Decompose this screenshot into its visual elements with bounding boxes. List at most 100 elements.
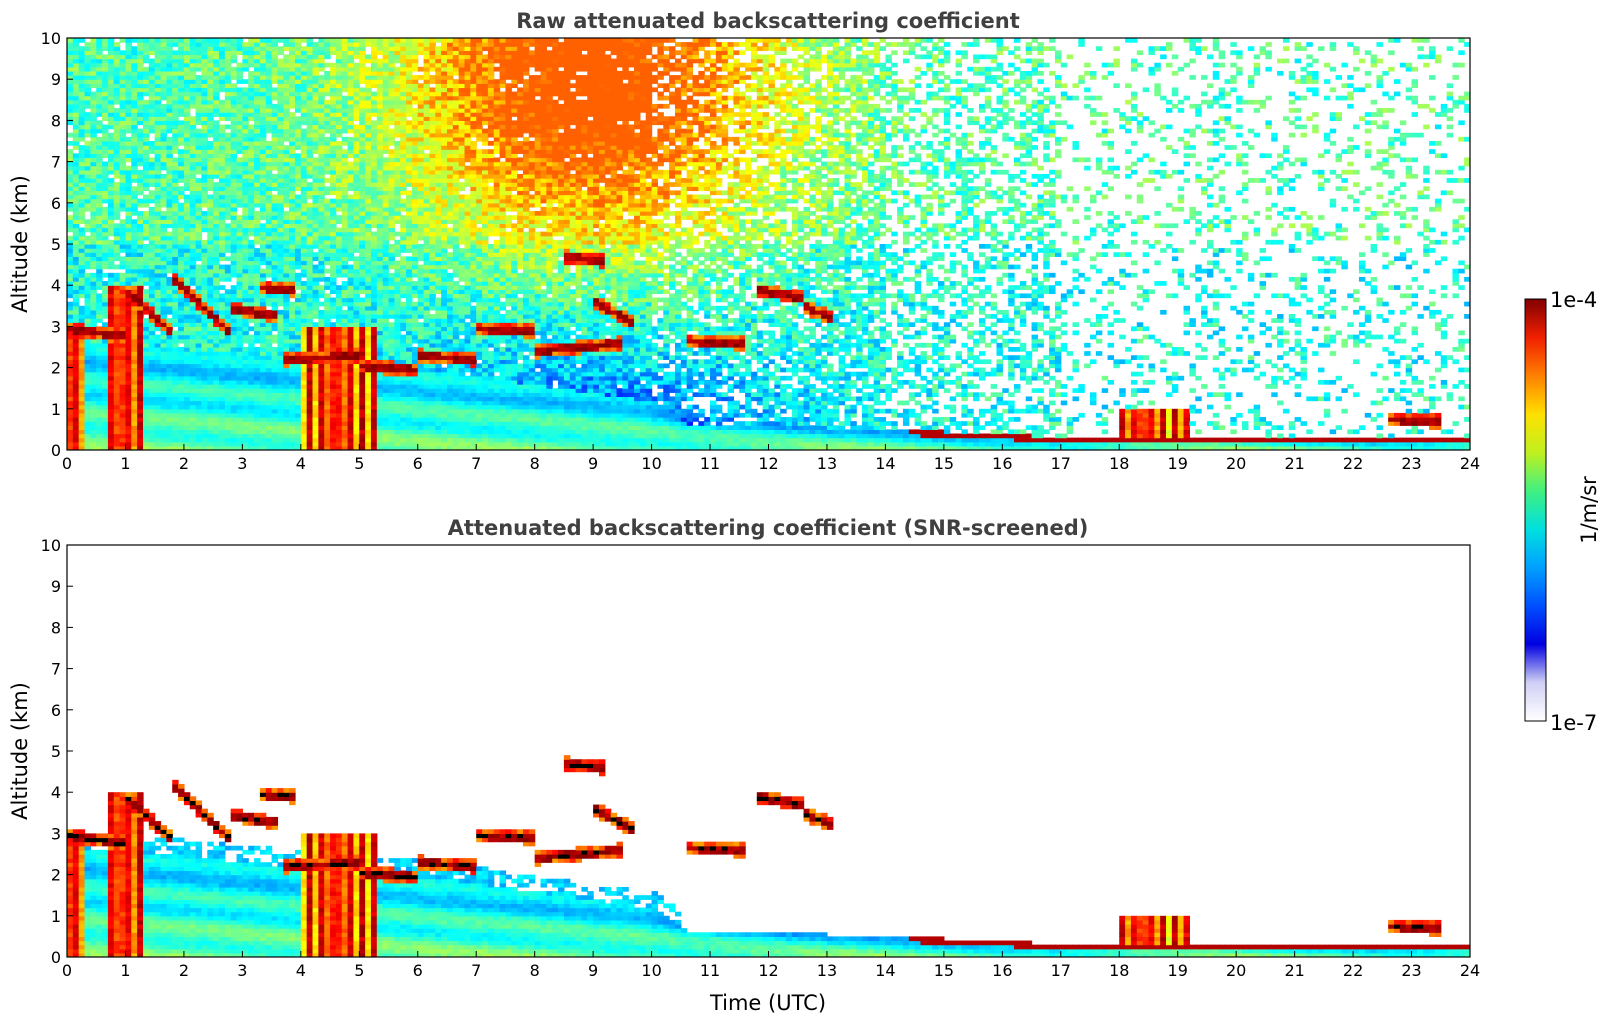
heatmap-cell (277, 342, 284, 348)
heatmap-cell (353, 108, 360, 113)
heatmap-cell (365, 79, 372, 84)
heatmap-cell (201, 87, 208, 93)
heatmap-cell (248, 359, 255, 365)
heatmap-cell (318, 173, 325, 179)
heatmap-cell (90, 293, 97, 299)
heatmap-cell (107, 190, 115, 196)
heatmap-cell (218, 400, 226, 406)
heatmap-cell (154, 400, 162, 406)
heatmap-cell (236, 252, 243, 257)
heatmap-cell (347, 326, 355, 332)
heatmap-cell (90, 429, 97, 435)
heatmap-cell (289, 301, 296, 307)
heatmap-cell (143, 355, 150, 360)
heatmap-cell (347, 223, 355, 229)
heatmap-cell (359, 198, 366, 204)
heatmap-cell (102, 342, 109, 348)
heatmap-cell (125, 363, 132, 369)
heatmap-cell (131, 268, 138, 274)
heatmap-cell (277, 384, 284, 389)
heatmap-cell (137, 400, 144, 406)
heatmap-cell (330, 145, 337, 150)
heatmap-cell (154, 141, 162, 146)
heatmap-cell (224, 272, 232, 278)
heatmap-cell (195, 206, 203, 212)
heatmap-cell (172, 338, 179, 344)
heatmap-cell (277, 58, 284, 64)
heatmap-cell (166, 400, 173, 406)
heatmap-cell (224, 363, 232, 369)
heatmap-cell (84, 425, 91, 430)
heatmap-cell (166, 367, 173, 373)
heatmap-cell (90, 384, 97, 389)
heatmap-cell (312, 412, 319, 418)
heatmap-cell (131, 285, 138, 290)
heatmap-cell (213, 384, 220, 389)
heatmap-cell (259, 260, 267, 266)
heatmap-cell (324, 293, 331, 299)
heatmap-cell (265, 363, 273, 369)
heatmap-cell (90, 215, 97, 220)
heatmap-cell (230, 75, 238, 80)
heatmap-cell (213, 314, 220, 319)
heatmap-cell (178, 256, 185, 262)
heatmap-cell (84, 429, 91, 435)
heatmap-cell (283, 400, 290, 406)
heatmap-cell (125, 79, 132, 84)
heatmap-cell (230, 91, 238, 97)
heatmap-cell (294, 95, 302, 101)
heatmap-cell (335, 379, 343, 385)
heatmap-cell (131, 103, 138, 109)
heatmap-cell (189, 375, 197, 381)
heatmap-cell (107, 264, 115, 270)
heatmap-cell (107, 322, 115, 327)
heatmap-cell (84, 301, 91, 307)
heatmap-cell (160, 379, 167, 385)
heatmap-cell (294, 260, 302, 266)
heatmap-cell (224, 79, 232, 84)
heatmap-cell (172, 293, 179, 299)
heatmap-cell (318, 95, 325, 101)
heatmap-cell (143, 235, 150, 241)
heatmap-cell (172, 272, 179, 278)
heatmap-cell (213, 248, 220, 253)
heatmap-cell (230, 173, 238, 179)
heatmap-cell (166, 330, 173, 336)
heatmap-cell (131, 264, 138, 270)
heatmap-cell (224, 38, 232, 43)
heatmap-cell (365, 421, 372, 426)
heatmap-cell (160, 79, 167, 84)
heatmap-cell (96, 95, 103, 101)
heatmap-cell (289, 371, 296, 377)
heatmap-cell (242, 347, 249, 352)
heatmap-cell (259, 46, 267, 51)
heatmap-cell (131, 244, 138, 249)
heatmap-cell (289, 437, 296, 443)
heatmap-cell (271, 66, 279, 72)
heatmap-cell (347, 66, 355, 72)
heatmap-cell (113, 124, 121, 130)
heatmap-cell (254, 355, 261, 360)
heatmap-cell (72, 42, 80, 47)
heatmap-cell (277, 408, 284, 414)
heatmap-cell (230, 314, 238, 319)
heatmap-cell (259, 95, 267, 101)
heatmap-cell (90, 116, 97, 121)
heatmap-cell (300, 301, 308, 307)
heatmap-cell (230, 136, 238, 142)
heatmap-cell (84, 334, 91, 340)
heatmap-cell (195, 128, 203, 134)
heatmap-cell (166, 297, 173, 303)
heatmap-cell (72, 54, 80, 60)
heatmap-cell (160, 445, 167, 450)
heatmap-cell (265, 322, 273, 327)
heatmap-cell (236, 149, 243, 154)
heatmap-cell (289, 256, 296, 262)
heatmap-cell (277, 161, 284, 167)
heatmap-cell (154, 215, 162, 220)
heatmap-cell (143, 112, 150, 117)
heatmap-cell (113, 75, 121, 80)
heatmap-cell (213, 281, 220, 286)
heatmap-cell (312, 293, 319, 299)
heatmap-cell (119, 338, 127, 344)
